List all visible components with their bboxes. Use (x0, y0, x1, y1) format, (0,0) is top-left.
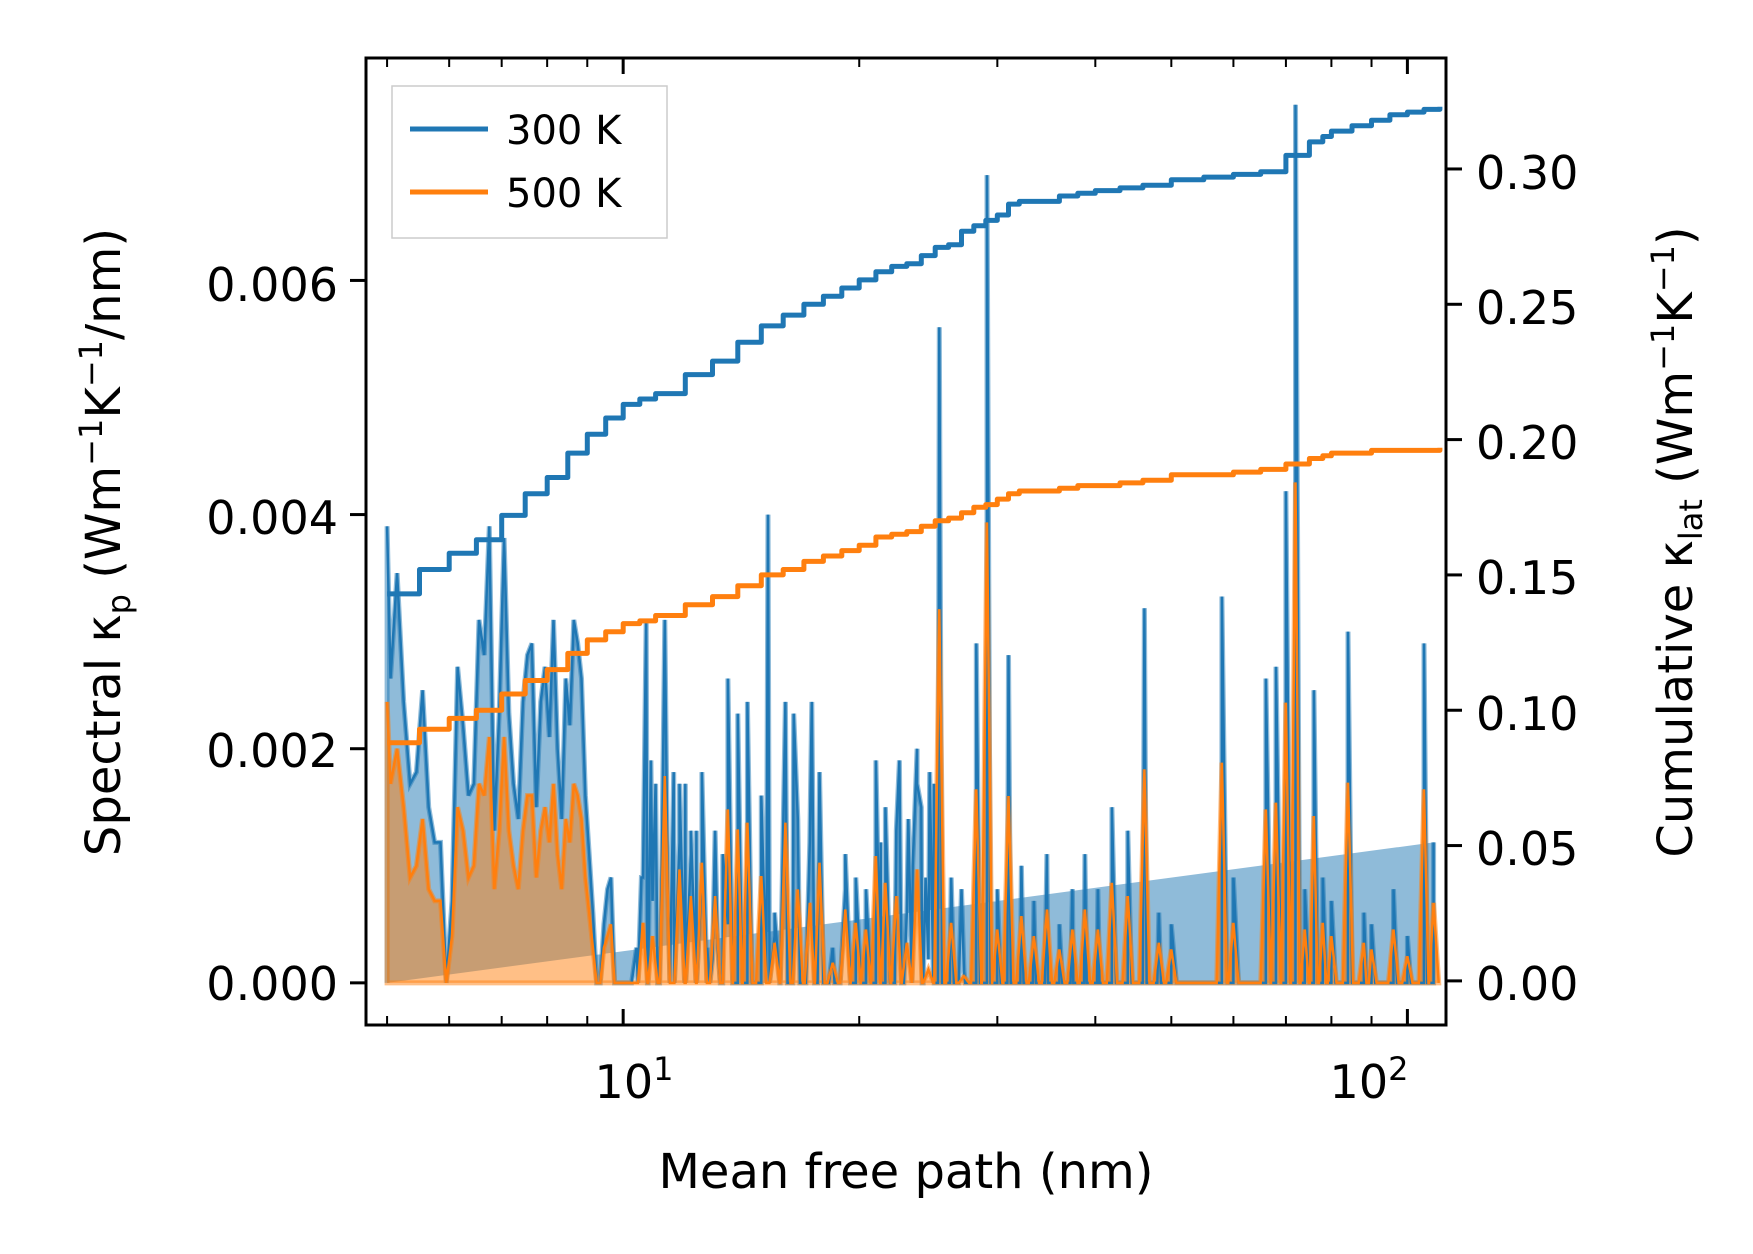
y-right-tick-label: 0.00 (1476, 957, 1578, 1011)
cumulative-line-300k (387, 106, 1443, 597)
y-left-tick-label: 0.006 (206, 258, 338, 312)
x-tick-label-10: 101 (595, 1050, 674, 1109)
cumulative-line-500k (387, 447, 1443, 746)
y-left-tick-label: 0.004 (206, 491, 338, 545)
y-right-tick-label: 0.30 (1476, 146, 1578, 200)
y-right-tick-label: 0.15 (1476, 551, 1578, 605)
legend: 300 K 500 K (391, 85, 668, 239)
x-tick-label-100: 102 (1330, 1050, 1409, 1109)
plot-frame (364, 56, 1448, 1027)
y-left-tick-label: 0.000 (206, 957, 338, 1011)
y-right-tick-label: 0.25 (1476, 281, 1578, 335)
legend-box (391, 85, 668, 239)
y-right-axis-title: Cumulative κlat (Wm−1K−1) (1644, 226, 1710, 857)
cumulative-line-layer (387, 106, 1443, 746)
legend-label-300k: 300 K (506, 108, 623, 154)
y-left-axis-title: Spectral κp (Wm−1K−1/nm) (72, 228, 138, 856)
tick-layer (350, 58, 1462, 1025)
y-right-tick-label: 0.05 (1476, 822, 1578, 876)
x-axis-title: Mean free path (nm) (659, 1144, 1154, 1200)
y-right-tick-label: 0.20 (1476, 416, 1578, 470)
legend-label-500k: 500 K (506, 171, 623, 217)
spectral-line-500k (385, 482, 1440, 985)
y-left-tick-label: 0.002 (206, 724, 338, 778)
y-right-tick-label: 0.10 (1476, 687, 1578, 741)
spectral-line-layer (385, 104, 1440, 985)
